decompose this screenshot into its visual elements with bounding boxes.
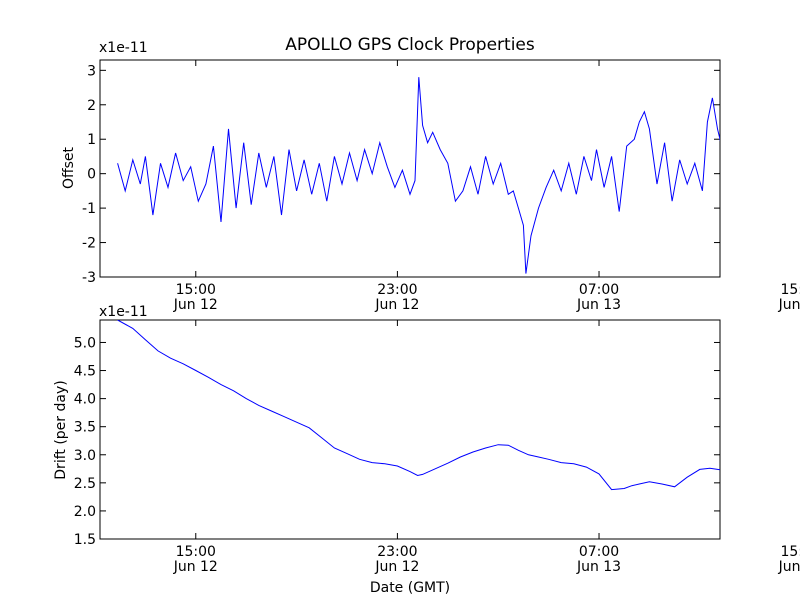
chart-title: APOLLO GPS Clock Properties [285, 35, 535, 55]
x-tick-date-label: Jun 13 [778, 559, 800, 575]
y-tick-label: 3 [87, 63, 96, 79]
drift-x-axis-label: Date (GMT) [370, 580, 450, 596]
y-tick-label: 2.0 [74, 504, 96, 520]
y-tick-label: 4.0 [74, 392, 96, 408]
y-tick-label: -3 [82, 270, 96, 286]
drift-y-ticks: 1.5 2.0 2.5 3.0 3.5 4.0 4.5 5.0 [74, 335, 720, 548]
y-tick-label: 4.5 [74, 364, 96, 380]
offset-y-axis-label: Offset [61, 146, 77, 189]
y-tick-label: 5.0 [74, 335, 96, 351]
y-tick-label: -1 [82, 201, 96, 217]
y-tick-label: 2 [87, 98, 96, 114]
x-tick-time-label: 15:00 [176, 544, 216, 560]
offset-y-ticks: -3 -2 -1 0 1 2 3 [82, 63, 720, 286]
y-tick-label: 2.5 [74, 476, 96, 492]
x-tick-date-label: Jun 13 [576, 559, 621, 575]
y-tick-label: 1.5 [74, 532, 96, 548]
x-tick-date-label: Jun 13 [778, 297, 800, 313]
offset-series-line [117, 77, 720, 274]
x-tick-date-label: Jun 12 [173, 297, 218, 313]
x-tick-time-label: 15:00 [780, 282, 800, 298]
x-tick-date-label: Jun 12 [374, 297, 419, 313]
x-tick-time-label: 07:00 [579, 544, 619, 560]
drift-series-line [117, 320, 720, 491]
x-tick-time-label: 15:00 [176, 282, 216, 298]
y-tick-label: 3.0 [74, 448, 96, 464]
y-tick-label: 3.5 [74, 420, 96, 436]
y-tick-label: 0 [87, 167, 96, 183]
offset-multiplier-label: x1e-11 [99, 40, 148, 56]
y-tick-label: 1 [87, 132, 96, 148]
x-tick-date-label: Jun 13 [576, 297, 621, 313]
x-tick-date-label: Jun 12 [374, 559, 419, 575]
x-tick-time-label: 23:00 [377, 282, 417, 298]
x-tick-date-label: Jun 12 [173, 559, 218, 575]
x-tick-time-label: 23:00 [377, 544, 417, 560]
offset-plot-frame [99, 59, 721, 278]
drift-plot-frame [99, 319, 721, 540]
drift-y-axis-label: Drift (per day) [53, 380, 69, 479]
x-tick-time-label: 15:00 [780, 544, 800, 560]
x-tick-time-label: 07:00 [579, 282, 619, 298]
y-tick-label: -2 [82, 236, 96, 252]
drift-multiplier-label: x1e-11 [99, 304, 148, 320]
drift-panel: x1e-11 Drift (per day) Date (GMT) 1.5 2.0… [53, 304, 800, 596]
